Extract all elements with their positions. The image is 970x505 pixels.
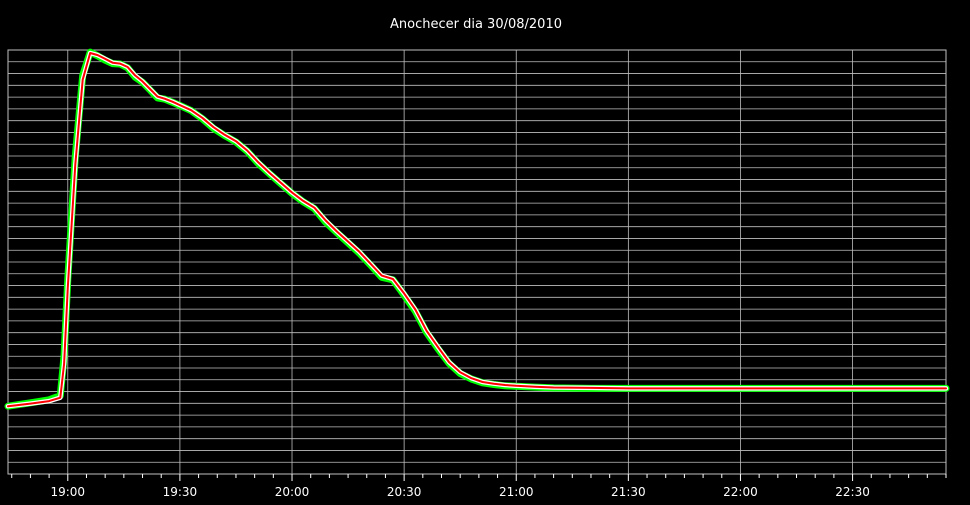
x-tick-label: 22:00: [723, 485, 758, 499]
smoothed-series-line: [7, 52, 947, 408]
x-tick-label: 22:30: [835, 485, 870, 499]
x-tick-label: 20:30: [387, 485, 422, 499]
raw-series-line: [4, 48, 950, 410]
x-axis: 19:00 19:30 20:00 20:30 21:00 21:30 22:00 22:30: [11, 474, 947, 499]
x-tick-label: 19:00: [50, 485, 85, 499]
x-tick-label: 21:30: [611, 485, 646, 499]
chart-title: Anochecer dia 30/08/2010: [390, 17, 562, 32]
x-tick-label: 21:00: [499, 485, 534, 499]
x-tick-label: 20:00: [275, 485, 310, 499]
series-group: [4, 48, 950, 410]
x-tick-label: 19:30: [163, 485, 198, 499]
grid: [7, 49, 947, 475]
smoothed-series-outline: [5, 50, 949, 409]
